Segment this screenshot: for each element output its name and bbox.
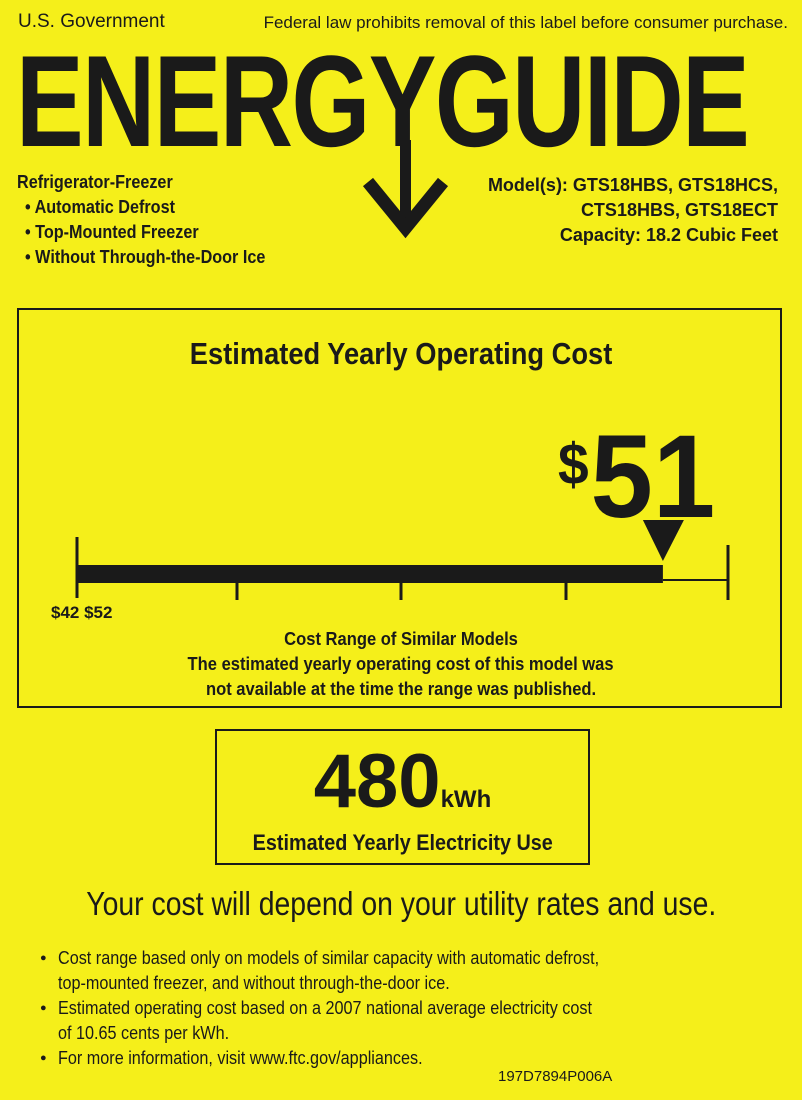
note-line: For more information, visit www.ftc.gov/… [58, 1048, 423, 1068]
model-info: Model(s): GTS18HBS, GTS18HCS, CTS18HBS, … [488, 173, 778, 248]
note-line: Estimated operating cost based on a 2007… [58, 998, 593, 1018]
models-line: Model(s): GTS18HBS, GTS18HCS, [487, 175, 778, 195]
down-arrow-icon [362, 140, 449, 239]
bullet-icon: ● [40, 1052, 47, 1064]
product-category: Refrigerator-Freezer • Automatic Defrost… [17, 170, 292, 270]
energyguide-logo: ENERGYGUIDE [16, 28, 750, 174]
cost-value: $51 [558, 411, 716, 543]
cost-pointer [642, 520, 684, 561]
note-line: top-mounted freezer, and without through… [58, 973, 450, 993]
note-line: of 10.65 cents per kWh. [58, 1023, 230, 1043]
feature: • Automatic Defrost [25, 197, 175, 217]
range-note: The estimated yearly operating cost of t… [187, 654, 615, 674]
issuer: U.S. Government [18, 11, 165, 32]
note-item: ● For more information, visit www.ftc.go… [40, 1046, 659, 1071]
feature: • Top-Mounted Freezer [25, 222, 199, 242]
removal-notice: Federal law prohibits removal of this la… [263, 13, 788, 32]
notes-list: ● Cost range based only on models of sim… [40, 946, 659, 1071]
cost-range-label: $42 $52 [51, 603, 113, 622]
cost-depend-text: Your cost will depend on your utility ra… [85, 885, 716, 922]
cost-range-bar [77, 565, 663, 583]
note-item: ● Estimated operating cost based on a 20… [40, 996, 659, 1046]
models-line: CTS18HBS, GTS18ECT [580, 200, 778, 220]
bullet-icon: ● [40, 1002, 47, 1014]
kwh-unit: kWh [440, 786, 492, 813]
cost-range-scale [75, 520, 730, 600]
range-title: Cost Range of Similar Models [284, 629, 518, 649]
product-type: Refrigerator-Freezer [17, 172, 173, 192]
cost-range-text: Cost Range of Similar Models The estimat… [0, 627, 802, 702]
capacity: Capacity: 18.2 Cubic Feet [559, 225, 778, 245]
cost-title: Estimated Yearly Operating Cost [189, 336, 613, 371]
range-note: not available at the time the range was … [205, 679, 597, 699]
note-item: ● Cost range based only on models of sim… [40, 946, 659, 996]
electricity-label: Estimated Yearly Electricity Use [252, 830, 553, 855]
electricity-box [215, 729, 590, 865]
feature: • Without Through-the-Door Ice [25, 247, 266, 267]
bullet-icon: ● [40, 952, 47, 964]
note-line: Cost range based only on models of simil… [58, 948, 600, 968]
currency-sign: $ [558, 432, 589, 497]
electricity-value: 480kWh [313, 739, 492, 824]
operating-cost-box [17, 308, 782, 708]
label-code: 197D7894P006A [498, 1068, 613, 1085]
